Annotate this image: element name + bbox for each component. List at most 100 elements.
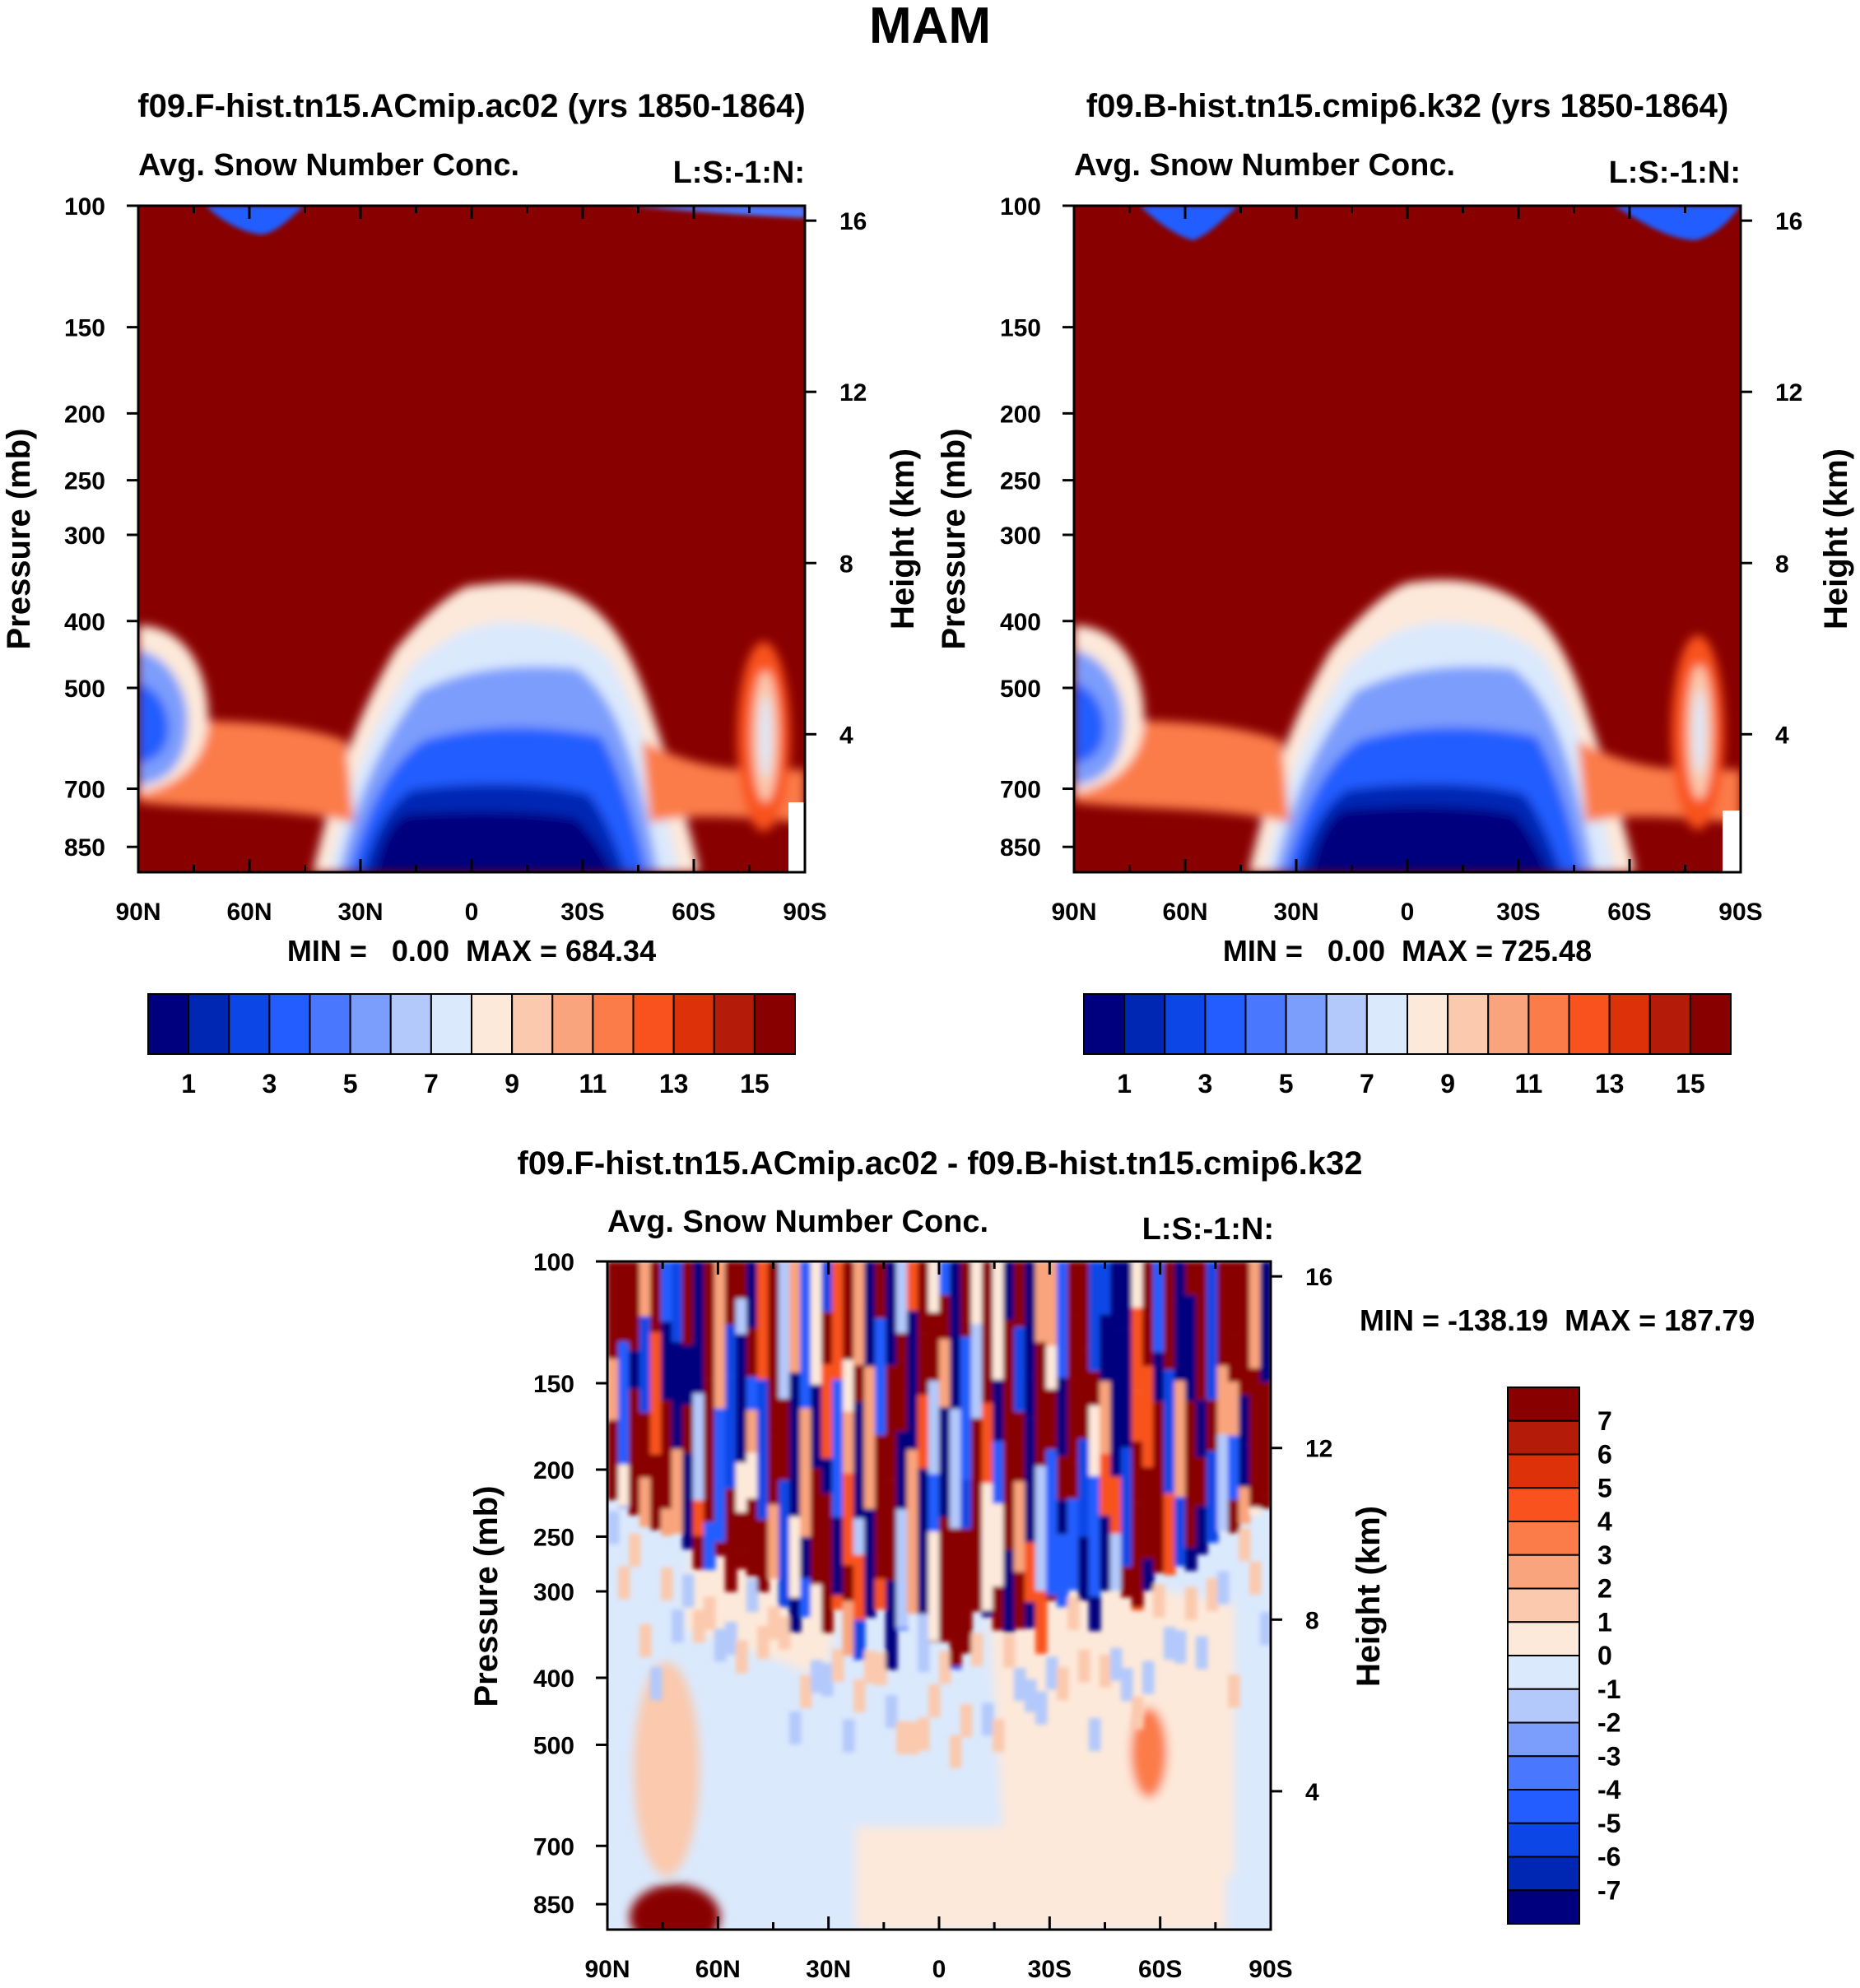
colorbar-label: 7 xyxy=(1597,1406,1612,1436)
y2-tick-label: 8 xyxy=(839,550,853,578)
diff-streak xyxy=(1025,1542,1037,1602)
sh-pocket-light xyxy=(1694,690,1705,775)
x-tick-label: 0 xyxy=(932,1956,946,1983)
diff-streak xyxy=(746,1452,759,1499)
panel-a: f09.F-hist.tn15.ACmip.ac02 (yrs 1850-186… xyxy=(1,88,921,1099)
colorbar-box xyxy=(1507,1688,1580,1724)
diff-streak xyxy=(672,1341,684,1450)
diff-streak-tail xyxy=(1014,1668,1026,1702)
diff-streak xyxy=(1014,1481,1026,1572)
diff-streak-tail xyxy=(1196,1636,1208,1670)
y2-tick-label: 8 xyxy=(1775,550,1789,578)
diff-streak xyxy=(1132,1607,1144,1611)
y2-tick-label: 16 xyxy=(1775,208,1802,235)
diff-streak xyxy=(950,1261,962,1410)
diff-streak xyxy=(1067,1261,1080,1316)
diff-streak xyxy=(1132,1308,1144,1391)
diff-streak xyxy=(1132,1554,1144,1608)
diff-streak xyxy=(682,1405,695,1454)
diff-streak xyxy=(982,1483,994,1611)
colorbar-label: -4 xyxy=(1597,1775,1621,1805)
diff-streak xyxy=(864,1366,877,1509)
diff-streak xyxy=(1046,1389,1058,1450)
y-tick-label: 300 xyxy=(533,1579,574,1606)
diff-streak xyxy=(886,1365,898,1480)
y-tick-label: 850 xyxy=(533,1892,574,1919)
diff-streak xyxy=(661,1321,673,1401)
diff-streak-tail xyxy=(682,1574,695,1608)
diff-streak xyxy=(1100,1515,1112,1591)
colorbar-box xyxy=(1365,993,1408,1055)
diff-streak xyxy=(800,1578,812,1618)
diff-streak xyxy=(1228,1435,1240,1500)
diff-streak xyxy=(821,1312,834,1365)
diff-streak xyxy=(757,1519,770,1592)
diff-streak xyxy=(1153,1352,1165,1402)
diff-streak xyxy=(918,1614,930,1673)
y-tick-label: 100 xyxy=(533,1249,574,1276)
diff-streak xyxy=(843,1359,855,1412)
diff-streak xyxy=(928,1312,941,1382)
colorbar-box xyxy=(1447,993,1490,1055)
y2-tick-label: 12 xyxy=(1775,379,1802,406)
diff-streak-tail xyxy=(1089,1717,1101,1751)
panel-a-axes: 90N 60N 30N 0 30S 60S 90S 100 150 200 250 300 400 500… xyxy=(64,193,867,926)
diff-streak xyxy=(1228,1382,1240,1436)
diff-streak xyxy=(918,1395,930,1469)
diff-streak-tail xyxy=(1078,1649,1090,1683)
diff-streak-tail xyxy=(939,1651,951,1684)
colorbar-box xyxy=(471,993,514,1055)
diff-streak xyxy=(960,1261,973,1337)
diff-streak xyxy=(800,1536,812,1579)
diff-streak xyxy=(1217,1261,1230,1366)
diff-streak xyxy=(1035,1261,1048,1342)
diff-streak xyxy=(650,1527,663,1530)
diff-streak xyxy=(1089,1261,1101,1372)
diff-streak xyxy=(918,1468,930,1614)
x-tick-label: 60N xyxy=(1162,899,1207,926)
diff-streak xyxy=(1078,1349,1090,1439)
diff-streak xyxy=(853,1401,866,1519)
nh-pocket-core xyxy=(138,683,169,764)
diff-streak-tail xyxy=(1185,1586,1197,1620)
colorbar-label: 15 xyxy=(1676,1069,1705,1099)
diff-streak xyxy=(1196,1457,1208,1507)
diff-streak xyxy=(982,1403,994,1484)
diff-streak xyxy=(1100,1261,1112,1315)
panel-diff-left-label: Avg. Snow Number Conc. xyxy=(607,1205,988,1239)
orange-blob-sh xyxy=(1131,1707,1167,1798)
red-blob-bottom xyxy=(630,1884,720,1930)
diff-streak xyxy=(1217,1434,1230,1531)
diff-streak xyxy=(864,1261,877,1367)
x-tick-label: 30N xyxy=(337,899,383,926)
diff-streak xyxy=(725,1489,737,1592)
diff-streak xyxy=(853,1518,866,1555)
diff-streak-tail xyxy=(1121,1668,1133,1702)
diff-streak-tail xyxy=(714,1628,727,1662)
diff-streak xyxy=(853,1619,866,1661)
panel-a-stats: MIN = 0.00 MAX = 684.34 xyxy=(287,934,656,968)
colorbar-box xyxy=(672,993,715,1055)
diff-streak xyxy=(811,1584,823,1634)
nh-top-blue xyxy=(1140,206,1239,240)
diff-streak xyxy=(1239,1261,1251,1396)
diff-streak-tail xyxy=(1153,1584,1165,1618)
diff-streak xyxy=(789,1261,802,1373)
diff-streak xyxy=(618,1506,630,1508)
diff-streak xyxy=(832,1596,844,1610)
diff-streak xyxy=(971,1559,983,1612)
diff-streak xyxy=(725,1325,737,1376)
diff-streak xyxy=(682,1345,695,1405)
diff-streak xyxy=(736,1261,748,1299)
diff-streak-tail xyxy=(1110,1647,1123,1681)
diff-streak xyxy=(1003,1433,1016,1550)
sh-top-blue xyxy=(625,206,805,218)
diff-streak xyxy=(896,1628,909,1631)
diff-streak xyxy=(1046,1345,1058,1390)
diff-streak xyxy=(693,1393,705,1501)
diff-streak xyxy=(682,1453,695,1549)
diff-streak xyxy=(1035,1341,1048,1466)
colorbar-box xyxy=(1507,1386,1580,1422)
diff-streak xyxy=(875,1434,887,1579)
diff-streak xyxy=(939,1339,951,1408)
